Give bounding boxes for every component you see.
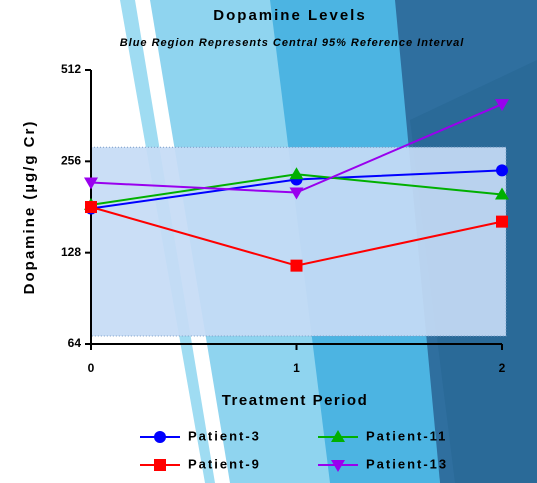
marker (496, 215, 508, 228)
legend-label: Patient-3 (188, 428, 261, 443)
marker (289, 167, 304, 180)
y-axis-label: Dopamine (µg/g Cr) (21, 120, 38, 295)
marker (495, 99, 509, 112)
y-tick-label: 64 (68, 336, 82, 350)
marker (154, 459, 166, 471)
marker (290, 259, 303, 272)
x-tick-label: 2 (499, 361, 506, 375)
marker (154, 431, 166, 443)
x-axis-label: Treatment Period (222, 392, 369, 409)
marker (84, 177, 98, 190)
legend-label: Patient-13 (366, 456, 448, 471)
legend-label: Patient-9 (188, 456, 261, 471)
y-tick-label: 512 (61, 62, 81, 76)
legend-label: Patient-11 (366, 428, 447, 443)
marker (85, 201, 97, 214)
x-tick-label: 0 (88, 361, 95, 375)
marker (495, 187, 509, 200)
marker (289, 187, 304, 200)
marker (331, 460, 345, 472)
chart-subtitle: Blue Region Represents Central 95% Refer… (120, 37, 465, 49)
y-tick-label: 128 (61, 245, 81, 259)
marker (331, 430, 345, 442)
chart-title: Dopamine Levels (213, 7, 366, 24)
y-tick-label: 256 (61, 154, 81, 168)
marker (496, 164, 508, 177)
x-tick-label: 1 (293, 361, 300, 375)
